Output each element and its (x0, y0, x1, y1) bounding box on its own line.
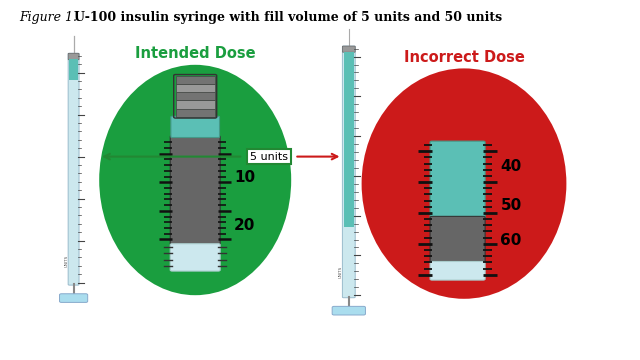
FancyBboxPatch shape (60, 294, 88, 302)
FancyBboxPatch shape (430, 261, 485, 280)
Text: 20: 20 (234, 218, 255, 233)
Bar (69, 59, 78, 80)
Ellipse shape (362, 68, 566, 299)
Text: UNITS: UNITS (64, 255, 68, 267)
FancyBboxPatch shape (171, 116, 220, 138)
Text: 5 units: 5 units (250, 152, 288, 162)
FancyBboxPatch shape (342, 46, 355, 298)
Bar (175, 92, 215, 100)
FancyBboxPatch shape (170, 244, 220, 271)
Text: Incorrect Dose: Incorrect Dose (404, 50, 524, 65)
Bar (175, 84, 215, 92)
Text: Intended Dose: Intended Dose (135, 46, 255, 61)
FancyBboxPatch shape (170, 136, 220, 246)
FancyBboxPatch shape (430, 141, 485, 219)
Text: 60: 60 (500, 233, 522, 248)
Bar (175, 100, 215, 109)
Text: UNITS: UNITS (339, 266, 342, 278)
FancyBboxPatch shape (332, 306, 365, 315)
FancyBboxPatch shape (342, 46, 355, 52)
FancyBboxPatch shape (68, 53, 79, 60)
FancyBboxPatch shape (68, 53, 79, 285)
Text: U-100 insulin syringe with fill volume of 5 units and 50 units: U-100 insulin syringe with fill volume o… (74, 11, 502, 24)
Bar (344, 52, 354, 228)
Text: 40: 40 (500, 159, 522, 174)
Text: 10: 10 (234, 170, 255, 185)
Ellipse shape (99, 65, 291, 295)
Text: Figure 1.: Figure 1. (19, 11, 81, 24)
Bar (175, 109, 215, 117)
Bar (175, 76, 215, 84)
Text: 50: 50 (500, 198, 522, 213)
FancyBboxPatch shape (430, 216, 485, 262)
